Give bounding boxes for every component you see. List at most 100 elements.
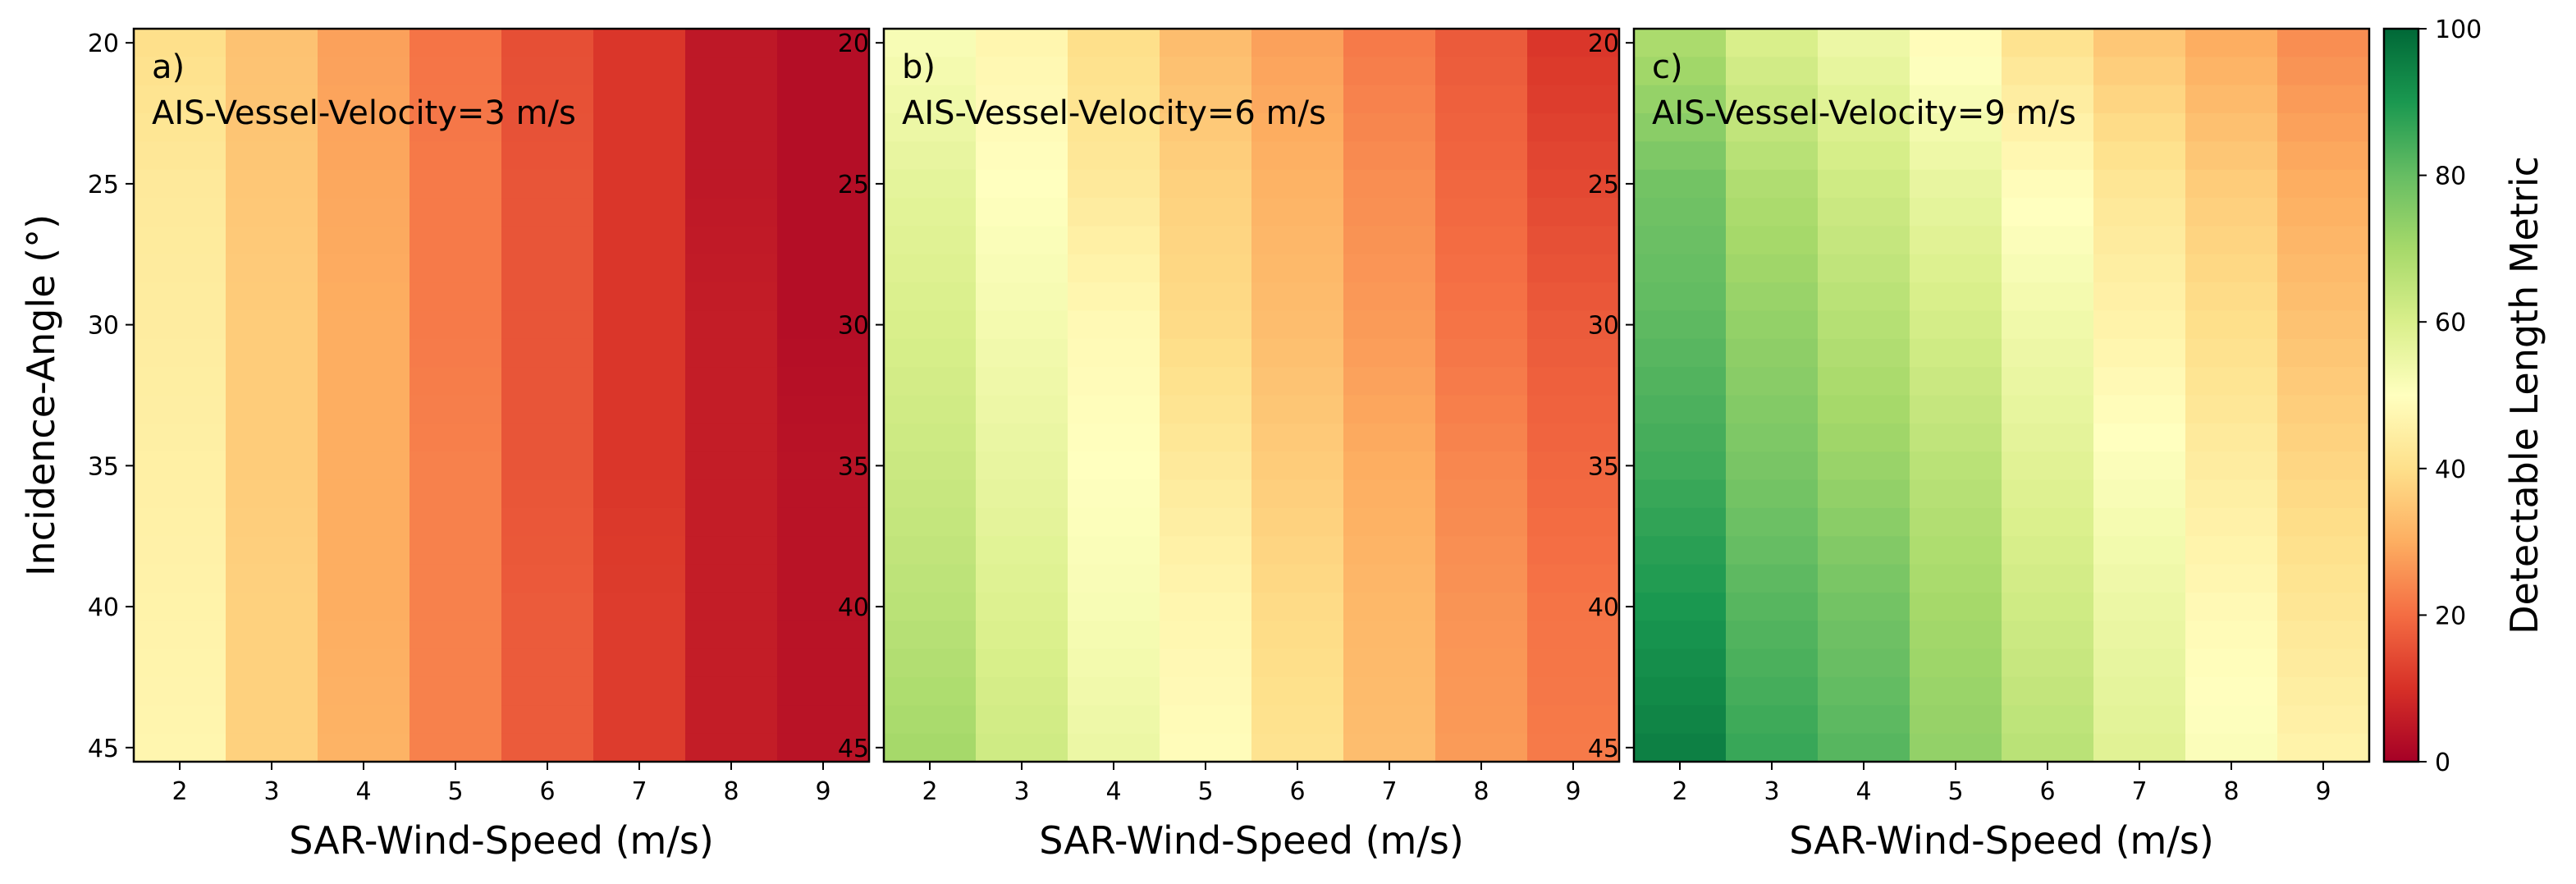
heatmap-cell — [410, 57, 502, 86]
heatmap-cell — [1251, 113, 1344, 142]
heatmap-cell — [777, 282, 870, 312]
heatmap-cell — [1818, 169, 1910, 199]
heatmap-cell — [1068, 198, 1160, 227]
y-tick-label: 25 — [1588, 171, 1619, 199]
heatmap-cell — [134, 367, 226, 396]
heatmap-cell — [1160, 733, 1252, 763]
heatmap-cell — [2093, 536, 2186, 566]
heatmap-cell — [685, 423, 778, 452]
heatmap-cell — [1343, 536, 1436, 566]
heatmap-cell — [1527, 113, 1620, 142]
heatmap-cell — [1343, 310, 1436, 340]
heatmap-cell — [1910, 536, 2002, 566]
heatmap-cell — [410, 141, 502, 171]
heatmap-cell — [318, 592, 410, 621]
heatmap-cell — [2277, 507, 2370, 537]
heatmap-cell — [2093, 395, 2186, 424]
heatmap-cell — [1068, 226, 1160, 255]
heatmap-cell — [1160, 451, 1252, 481]
heatmap-cell — [2185, 29, 2278, 57]
heatmap-cell — [1726, 423, 1819, 452]
x-tick-label: 8 — [1473, 777, 1489, 806]
heatmap-cell — [1435, 29, 1528, 57]
heatmap-cell — [884, 57, 977, 86]
heatmap-cell — [318, 85, 410, 114]
heatmap-cell — [2277, 676, 2370, 706]
heatmap-cell — [976, 536, 1068, 566]
heatmap-cell — [1160, 621, 1252, 650]
heatmap-cell — [1435, 564, 1528, 593]
heatmap-cell — [1726, 564, 1819, 593]
heatmap-cell — [2002, 169, 2094, 199]
heatmap-cell — [501, 705, 594, 735]
heatmap-cell — [410, 395, 502, 424]
heatmap-cell — [685, 592, 778, 621]
heatmap-cell — [226, 648, 318, 678]
heatmap-cell — [226, 564, 318, 593]
heatmap-cell — [1435, 310, 1528, 340]
heatmap-cell — [1818, 423, 1910, 452]
heatmap-cell — [226, 338, 318, 368]
heatmap-cell — [134, 648, 226, 678]
heatmap-cell — [2185, 141, 2278, 171]
heatmap-cell — [1068, 395, 1160, 424]
heatmap-cell — [1634, 169, 1727, 199]
heatmap-cell — [1818, 479, 1910, 509]
heatmap-cell — [1818, 676, 1910, 706]
heatmap-cell — [1818, 198, 1910, 227]
heatmap-cell — [777, 338, 870, 368]
heatmap-cell — [410, 226, 502, 255]
heatmap-cell — [1910, 282, 2002, 312]
heatmap-cell — [1160, 507, 1252, 537]
heatmap-cell — [1634, 198, 1727, 227]
heatmap-cell — [1160, 282, 1252, 312]
heatmap-cell — [1527, 648, 1620, 678]
heatmap-cell — [685, 254, 778, 283]
heatmap-cell — [1160, 113, 1252, 142]
heatmap-cell — [1160, 226, 1252, 255]
colorbar-tick-label: 20 — [2435, 602, 2466, 630]
heatmap-cell — [410, 733, 502, 763]
heatmap-cell — [2277, 648, 2370, 678]
heatmap-cell — [685, 85, 778, 114]
heatmap-cell — [884, 198, 977, 227]
heatmap-cell — [1435, 733, 1528, 763]
heatmap-cell — [976, 621, 1068, 650]
x-tick-label: 7 — [631, 777, 647, 806]
heatmap-cell — [777, 310, 870, 340]
heatmap-cell — [1910, 733, 2002, 763]
heatmap-cell — [976, 733, 1068, 763]
heatmap-cell — [318, 705, 410, 735]
heatmap-cell — [1343, 141, 1436, 171]
heatmap-cell — [1818, 592, 1910, 621]
heatmap-cell — [134, 226, 226, 255]
heatmap-cell — [1726, 648, 1819, 678]
heatmap-cell — [2277, 226, 2370, 255]
heatmap-cell — [685, 536, 778, 566]
heatmap-cell — [1910, 141, 2002, 171]
heatmap-cell — [2093, 733, 2186, 763]
heatmap-cell — [410, 338, 502, 368]
heatmap-cell — [2277, 113, 2370, 142]
heatmap-cell — [1634, 57, 1727, 86]
heatmap-cell — [1818, 451, 1910, 481]
x-tick-label: 3 — [263, 777, 279, 806]
heatmap-cell — [1910, 676, 2002, 706]
heatmap-cell — [2002, 282, 2094, 312]
heatmap-cell — [1435, 592, 1528, 621]
heatmap-cell — [1634, 85, 1727, 114]
heatmap-cell — [318, 423, 410, 452]
heatmap-cell — [1818, 85, 1910, 114]
heatmap-cell — [501, 169, 594, 199]
heatmap-cell — [2093, 621, 2186, 650]
heatmap-cell — [1435, 395, 1528, 424]
heatmap-cell — [1251, 592, 1344, 621]
heatmap-cell — [2185, 479, 2278, 509]
heatmap-cell — [777, 29, 870, 57]
heatmap-cell — [593, 705, 686, 735]
heatmap-cell — [1910, 169, 2002, 199]
heatmap-cell — [1251, 310, 1344, 340]
heatmap-cell — [1068, 367, 1160, 396]
colorbar-tick-label: 80 — [2435, 163, 2466, 191]
heatmap-cell — [501, 676, 594, 706]
